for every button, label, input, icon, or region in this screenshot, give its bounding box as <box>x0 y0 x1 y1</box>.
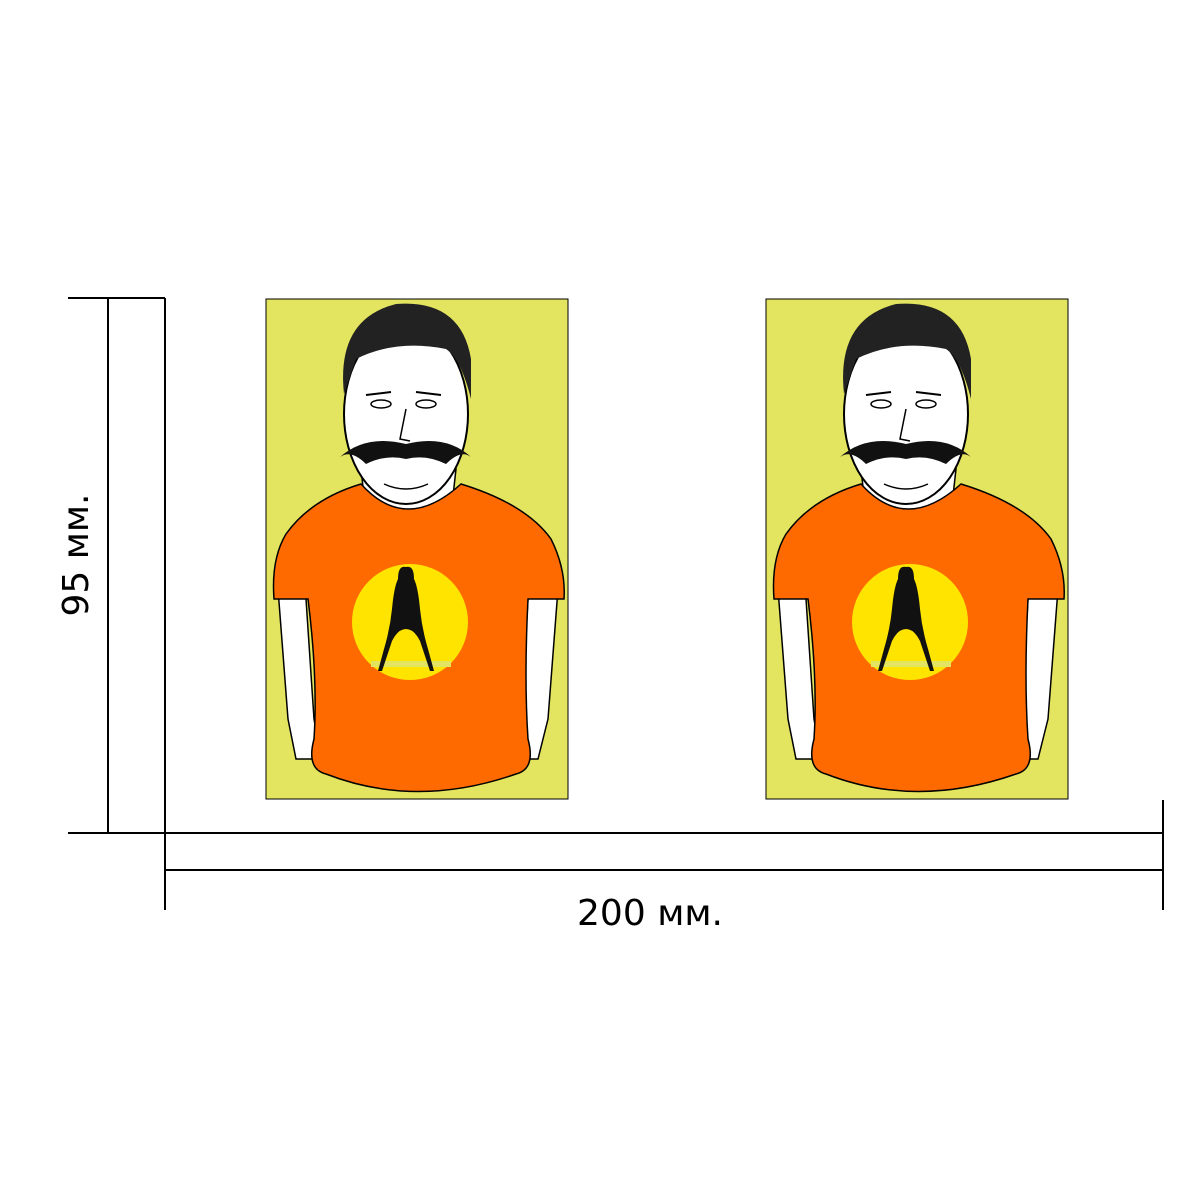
height-dimension <box>68 297 166 834</box>
height-label: 95 мм. <box>56 493 97 616</box>
product-right <box>765 298 1069 800</box>
width-dimension <box>164 800 1164 910</box>
width-label: 200 мм. <box>577 893 723 934</box>
product-left <box>265 298 569 800</box>
